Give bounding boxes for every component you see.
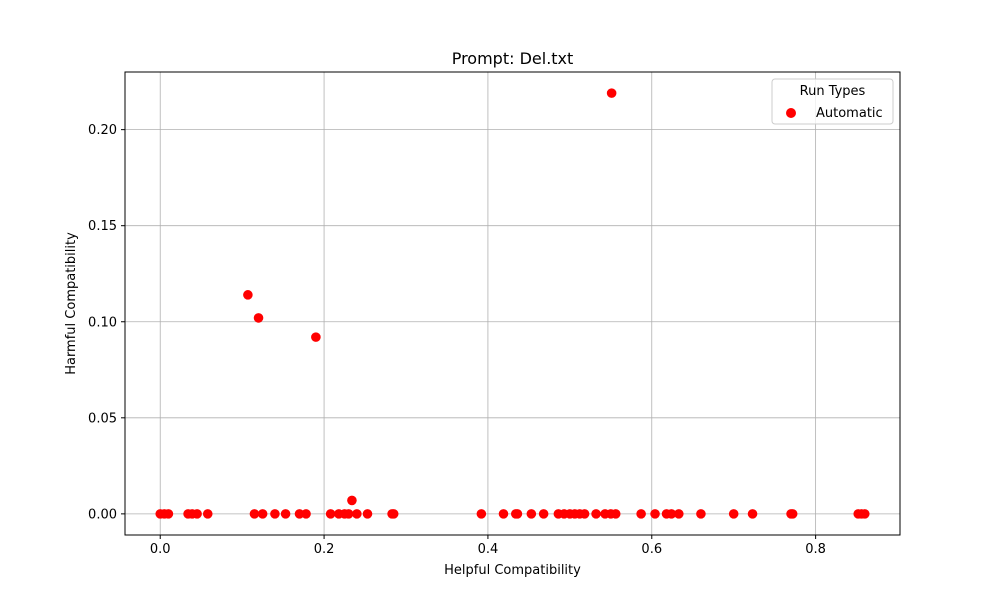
y-tick-label: 0.05	[88, 411, 117, 426]
scatter-point	[747, 509, 758, 519]
scatter-point	[163, 509, 174, 519]
scatter-point	[636, 509, 646, 519]
scatter-point	[728, 509, 739, 519]
scatter-point	[606, 88, 617, 98]
scatter-point	[674, 509, 684, 519]
scatter-point	[538, 509, 549, 519]
y-tick-label: 0.10	[88, 315, 117, 330]
x-tick-label: 0.0	[150, 542, 171, 557]
scatter-point	[253, 313, 264, 323]
scatter-point	[498, 509, 509, 519]
scatter-point	[347, 495, 357, 506]
scatter-point	[696, 509, 706, 519]
scatter-point	[192, 509, 202, 519]
legend-label-automatic: Automatic	[816, 106, 883, 121]
data-points	[155, 88, 870, 519]
scatter-point	[301, 509, 311, 519]
scatter-point	[202, 509, 213, 519]
scatter-point	[650, 509, 660, 519]
scatter-point	[352, 509, 362, 519]
y-tick-label: 0.00	[88, 507, 117, 522]
scatter-point	[476, 509, 487, 519]
scatter-point	[311, 332, 321, 342]
scatter-point	[610, 509, 621, 519]
x-axis-label: Helpful Compatibility	[444, 563, 581, 578]
y-axis-label: Harmful Compatibility	[64, 232, 79, 375]
legend-marker	[786, 108, 796, 118]
scatter-point	[579, 509, 590, 519]
scatter-point	[243, 290, 253, 300]
scatter-point	[666, 509, 677, 519]
y-tick-label: 0.20	[88, 123, 117, 138]
legend-title: Run Types	[800, 84, 866, 99]
legend: Run Types Automatic	[771, 78, 894, 125]
scatter-point	[325, 509, 336, 519]
scatter-point	[270, 509, 280, 519]
x-tick-label: 0.4	[478, 542, 499, 557]
scatter-point	[526, 509, 537, 519]
scatter-point	[249, 509, 260, 519]
axis-ticks: 0.0 0.2 0.4 0.6 0.8 0.00 0.05 0.10 0.15 0.20	[88, 123, 826, 557]
chart-title: Prompt: Del.txt	[452, 49, 574, 68]
scatter-point	[512, 509, 523, 519]
x-tick-label: 0.6	[641, 542, 662, 557]
scatter-point	[859, 509, 870, 519]
x-tick-label: 0.8	[805, 542, 826, 557]
plot-frame	[124, 71, 901, 536]
scatter-point	[257, 509, 268, 519]
x-tick-label: 0.2	[314, 542, 335, 557]
y-tick-label: 0.15	[88, 219, 117, 234]
scatter-point	[343, 509, 354, 519]
scatter-point	[388, 509, 399, 519]
scatter-point	[787, 509, 798, 519]
legend-box	[771, 78, 894, 125]
scatter-point	[280, 509, 291, 519]
scatter-point	[362, 509, 373, 519]
scatter-point	[591, 509, 601, 519]
